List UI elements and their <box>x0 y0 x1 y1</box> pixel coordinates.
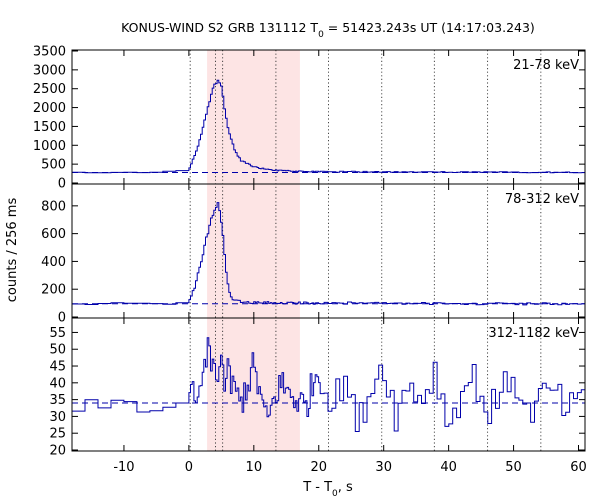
chart-title-subscript: 0 <box>318 30 324 40</box>
ticks-layer <box>72 50 585 451</box>
x-tick-label: 0 <box>185 460 193 475</box>
y-tick-label: 25 <box>49 427 66 442</box>
y-tick-label: 45 <box>49 360 66 375</box>
panel-frames-layer <box>71 49 586 452</box>
x-tick-label: 50 <box>505 460 522 475</box>
x-tick-label: 40 <box>440 460 457 475</box>
light-curve-0 <box>72 79 585 174</box>
y-axis-label: counts / 256 ms <box>5 198 20 303</box>
y-tick-label: 800 <box>41 199 66 214</box>
energy-band-label: 21-78 keV <box>513 58 579 73</box>
y-tick-label: 3000 <box>33 63 66 78</box>
x-tick-label: 20 <box>310 460 327 475</box>
chart-title-rest: = 51423.243s UT (14:17:03.243) <box>324 20 535 35</box>
x-tick-label: 60 <box>570 460 587 475</box>
y-tick-label: 200 <box>41 283 66 298</box>
energy-band-label: 78-312 keV <box>505 192 579 207</box>
y-tick-label: 50 <box>49 343 66 358</box>
y-tick-label: 20 <box>49 444 66 459</box>
chart-title: KONUS-WIND S2 GRB 131112 T0 = 51423.243s… <box>121 20 535 40</box>
y-tick-label: 2000 <box>33 101 66 116</box>
y-tick-label: 40 <box>49 376 66 391</box>
plot-background <box>72 50 585 451</box>
y-tick-label: 30 <box>49 410 66 425</box>
energy-band-label: 312-1182 keV <box>488 326 579 341</box>
x-axis-label-subscript: 0 <box>332 489 338 499</box>
y-tick-label: 0 <box>58 311 66 326</box>
light-curve-1 <box>72 202 585 306</box>
y-tick-label: 55 <box>49 326 66 341</box>
x-axis-label: T - T0, s <box>302 480 353 499</box>
y-tick-label: 35 <box>49 393 66 408</box>
x-tick-label: 10 <box>246 460 263 475</box>
y-tick-label: 0 <box>58 177 66 192</box>
x-axis-label-rest: , s <box>338 480 353 495</box>
y-tick-label: 3500 <box>33 45 66 60</box>
x-tick-label: 30 <box>375 460 392 475</box>
y-tick-label: 600 <box>41 227 66 242</box>
series-layer <box>72 79 585 432</box>
shaded-interval <box>207 50 300 451</box>
plot-background-layer <box>72 50 585 451</box>
shaded-interval-layer <box>207 50 300 451</box>
panel-frame-2 <box>71 317 586 452</box>
y-tick-label: 400 <box>41 255 66 270</box>
x-tick-label: -10 <box>113 460 134 475</box>
light-curve-2 <box>72 337 585 432</box>
y-tick-label: 2500 <box>33 82 66 97</box>
y-tick-label: 500 <box>41 158 66 173</box>
y-tick-label: 1500 <box>33 120 66 135</box>
y-tick-label: 1000 <box>33 139 66 154</box>
